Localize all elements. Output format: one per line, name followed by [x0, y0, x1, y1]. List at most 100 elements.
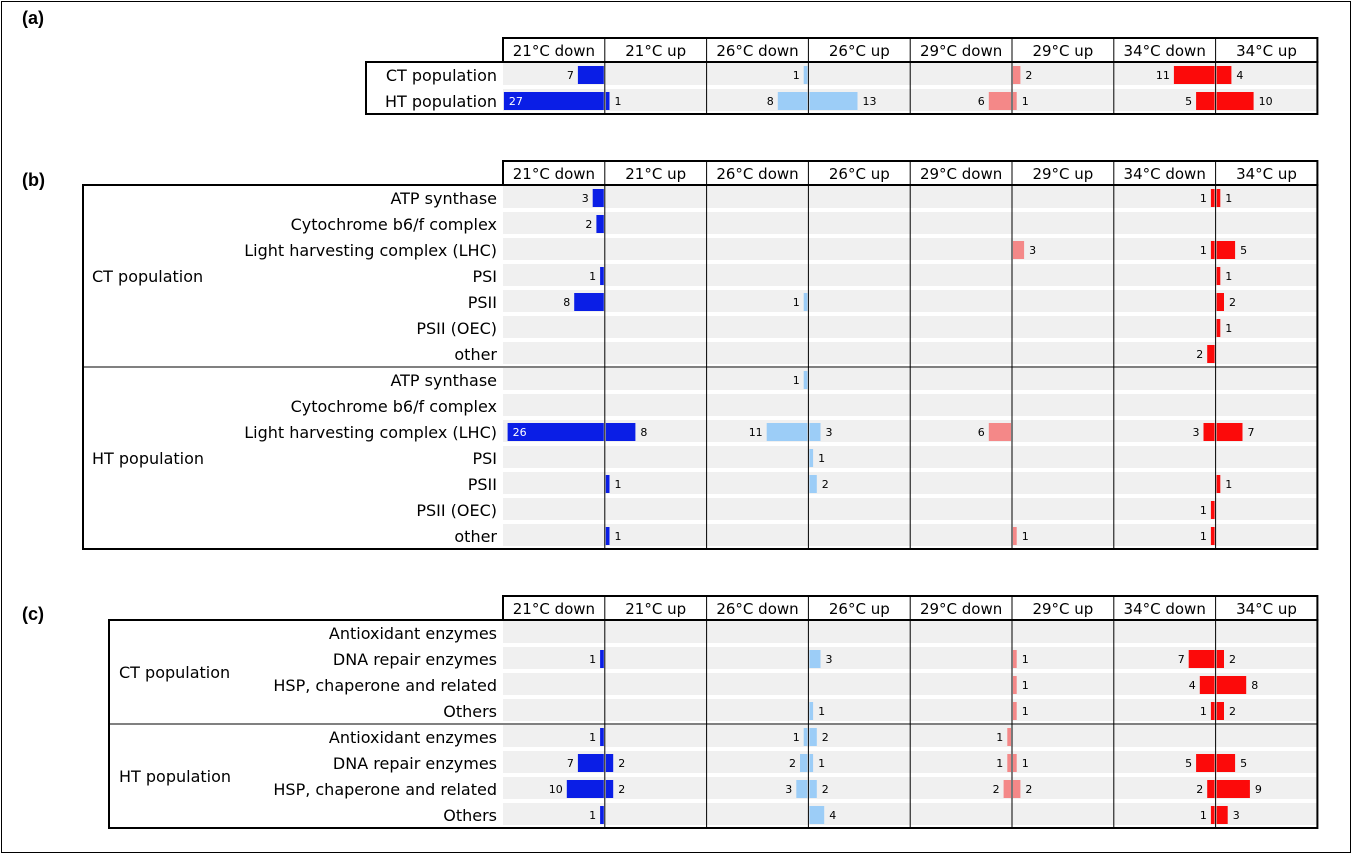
- column-header: 26°C up: [829, 600, 890, 618]
- bar: [1013, 754, 1017, 772]
- bar: [605, 423, 636, 441]
- bar-value-label: 2: [618, 783, 625, 796]
- row-label: Antioxidant enzymes: [329, 728, 497, 747]
- bar: [1013, 650, 1017, 668]
- column-header: 21°C down: [513, 165, 595, 183]
- column-header: 26°C down: [716, 600, 798, 618]
- row-label: ATP synthase: [390, 371, 497, 390]
- bar-value-label: 1: [1225, 270, 1232, 283]
- bar-value-label: 1: [589, 731, 596, 744]
- bar: [1216, 319, 1221, 337]
- bar-value-label: 1: [1200, 192, 1207, 205]
- bar: [1196, 92, 1215, 110]
- bar-value-label: 5: [1185, 95, 1192, 108]
- bar-value-label: 1: [996, 731, 1003, 744]
- bar: [600, 728, 604, 746]
- bar-value-label: 2: [789, 757, 796, 770]
- row-label: PSI: [472, 267, 497, 286]
- bar: [1210, 806, 1215, 824]
- bar-value-label: 4: [1189, 679, 1196, 692]
- bar: [1007, 728, 1011, 746]
- bar: [1196, 754, 1215, 772]
- bar: [1173, 66, 1215, 84]
- bar: [809, 423, 821, 441]
- bar-value-label: 7: [567, 757, 574, 770]
- bar: [766, 423, 808, 441]
- bar: [803, 371, 808, 389]
- panel-a-label: (a): [22, 8, 44, 28]
- bar-value-label: 8: [767, 95, 774, 108]
- row-label: PSII: [468, 475, 497, 494]
- bar: [809, 702, 814, 720]
- bar-value-label: 7: [1248, 426, 1255, 439]
- bar: [1013, 702, 1017, 720]
- column-header: 21°C down: [513, 600, 595, 618]
- bar: [1216, 66, 1232, 84]
- bar-value-label: 1: [1200, 244, 1207, 257]
- bar-value-label: 2: [1025, 783, 1032, 796]
- bar-value-label: 2: [822, 731, 829, 744]
- row-label: Others: [443, 806, 497, 825]
- bar: [574, 293, 604, 311]
- bar-value-label: 3: [1029, 244, 1036, 257]
- row-label: HT population: [385, 92, 497, 111]
- bar-value-label: 2: [1229, 705, 1236, 718]
- bar: [577, 754, 604, 772]
- column-header: 34°C up: [1236, 600, 1297, 618]
- column-header: 29°C up: [1032, 42, 1093, 60]
- bar-value-label: 1: [589, 270, 596, 283]
- bar-value-label: 1: [1022, 95, 1029, 108]
- row-label: Light harvesting complex (LHC): [244, 241, 497, 260]
- row-label: other: [454, 345, 497, 364]
- bar: [1013, 780, 1021, 798]
- column-header: 21°C down: [513, 42, 595, 60]
- bar: [809, 728, 817, 746]
- bar: [1188, 650, 1215, 668]
- bar-value-label: 2: [1196, 348, 1203, 361]
- bar: [777, 92, 808, 110]
- bar-value-label: 1: [818, 757, 825, 770]
- bar: [1216, 267, 1221, 285]
- bar-value-label: 3: [826, 653, 833, 666]
- bar: [1207, 345, 1215, 363]
- row-label: CT population: [386, 66, 497, 85]
- bar: [596, 215, 604, 233]
- bar-value-label: 2: [1196, 783, 1203, 796]
- bar: [1199, 676, 1215, 694]
- bar-value-label: 1: [793, 69, 800, 82]
- bar: [1216, 241, 1236, 259]
- row-label: Others: [443, 702, 497, 721]
- bar: [503, 92, 604, 110]
- bar: [1216, 423, 1243, 441]
- column-header: 34°C down: [1124, 600, 1206, 618]
- bar: [605, 92, 610, 110]
- bar-value-label: 2: [1229, 653, 1236, 666]
- bar: [809, 780, 817, 798]
- column-header: 26°C up: [829, 42, 890, 60]
- bar-value-label: 3: [1193, 426, 1200, 439]
- bar: [507, 423, 604, 441]
- row-label: DNA repair enzymes: [333, 754, 497, 773]
- bar: [566, 780, 604, 798]
- bar: [809, 754, 814, 772]
- bar: [988, 92, 1011, 110]
- bar-value-label: 10: [1259, 95, 1273, 108]
- bar: [1013, 676, 1017, 694]
- bar: [1216, 702, 1224, 720]
- bar-value-label: 5: [1185, 757, 1192, 770]
- bar-value-label: 1: [1225, 192, 1232, 205]
- bar: [1216, 475, 1221, 493]
- bar-value-label: 9: [1255, 783, 1262, 796]
- bar: [1216, 754, 1236, 772]
- group-label: CT population: [92, 267, 203, 286]
- panel-b-label: (b): [22, 170, 45, 190]
- column-header: 21°C up: [625, 165, 686, 183]
- bar-value-label: 2: [993, 783, 1000, 796]
- bar: [1210, 702, 1215, 720]
- row-label: ATP synthase: [390, 189, 497, 208]
- bar-value-label: 1: [1225, 322, 1232, 335]
- bar-value-label: 1: [996, 757, 1003, 770]
- bar: [600, 267, 604, 285]
- bar-value-label: 5: [1240, 244, 1247, 257]
- bar-value-label: 2: [1229, 296, 1236, 309]
